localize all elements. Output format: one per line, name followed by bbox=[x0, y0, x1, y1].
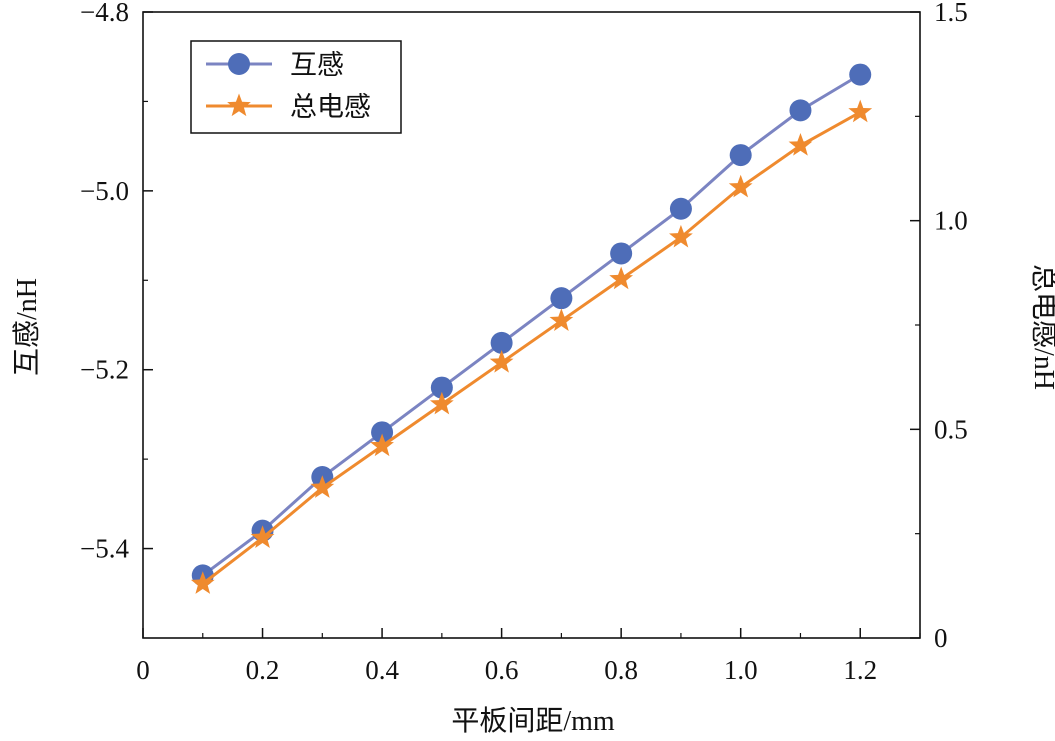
y-left-tick-label: −4.8 bbox=[80, 0, 129, 27]
data-point-star bbox=[728, 174, 753, 198]
data-point-circle bbox=[669, 197, 692, 220]
y-left-tick-label: −5.2 bbox=[80, 355, 129, 385]
y-left-tick-label: −5.0 bbox=[80, 176, 129, 206]
data-point-star bbox=[370, 433, 394, 457]
data-point-star bbox=[848, 99, 873, 123]
data-point-star bbox=[788, 133, 813, 156]
data-point-star bbox=[429, 391, 454, 415]
data-point-circle bbox=[610, 242, 633, 265]
data-point-star bbox=[250, 525, 275, 548]
data-point-circle bbox=[371, 421, 394, 444]
data-point-circle bbox=[490, 331, 513, 354]
data-point-star bbox=[489, 350, 514, 373]
x-tick-label: 0.8 bbox=[604, 655, 638, 685]
legend-label-total: 总电感 bbox=[290, 92, 371, 122]
y-right-tick-label: 1.5 bbox=[934, 0, 968, 27]
data-point-circle bbox=[849, 63, 872, 86]
data-point-star bbox=[549, 308, 574, 331]
x-tick-label: 1.0 bbox=[724, 655, 758, 685]
data-point-circle bbox=[729, 144, 752, 167]
series-line-1 bbox=[201, 110, 861, 585]
data-point-star bbox=[609, 266, 634, 290]
x-tick-label: 0 bbox=[136, 655, 150, 685]
x-tick-label: 0.2 bbox=[246, 655, 280, 685]
legend-box bbox=[190, 40, 402, 134]
y-axis-right-title: 总电感/nH bbox=[1028, 264, 1055, 390]
legend-circle-marker-icon bbox=[228, 53, 250, 75]
legend-star-marker-icon bbox=[227, 93, 251, 117]
data-point-star bbox=[190, 571, 215, 594]
data-point-circle bbox=[789, 99, 812, 122]
legend: 互感 总电感 bbox=[190, 40, 402, 134]
series-line-0 bbox=[201, 73, 862, 577]
x-axis-title: 平板间距/mm bbox=[451, 705, 615, 737]
y-axis-left-title: 互感/nH bbox=[11, 278, 43, 376]
axes: 0 0.2 0.4 0.6 0.8 1.0 1.2 −5.4 −5.2 −5.0 −4.8 0 0.5 1… bbox=[80, 0, 968, 685]
y-left-tick-label: −5.4 bbox=[80, 534, 129, 564]
data-point-circle bbox=[430, 376, 453, 399]
x-tick-label: 1.2 bbox=[843, 655, 877, 685]
data-point-star bbox=[310, 475, 335, 498]
data-point-star bbox=[669, 224, 693, 248]
y-right-tick-label: 1.0 bbox=[934, 206, 968, 236]
x-tick-label: 0.4 bbox=[365, 655, 399, 685]
legend-label-mutual: 互感 bbox=[290, 50, 344, 80]
x-tick-label: 0.6 bbox=[485, 655, 519, 685]
data-point-circle bbox=[550, 287, 573, 310]
series-layer bbox=[190, 63, 873, 594]
y-right-tick-label: 0 bbox=[934, 623, 948, 653]
y-right-tick-label: 0.5 bbox=[934, 414, 968, 444]
